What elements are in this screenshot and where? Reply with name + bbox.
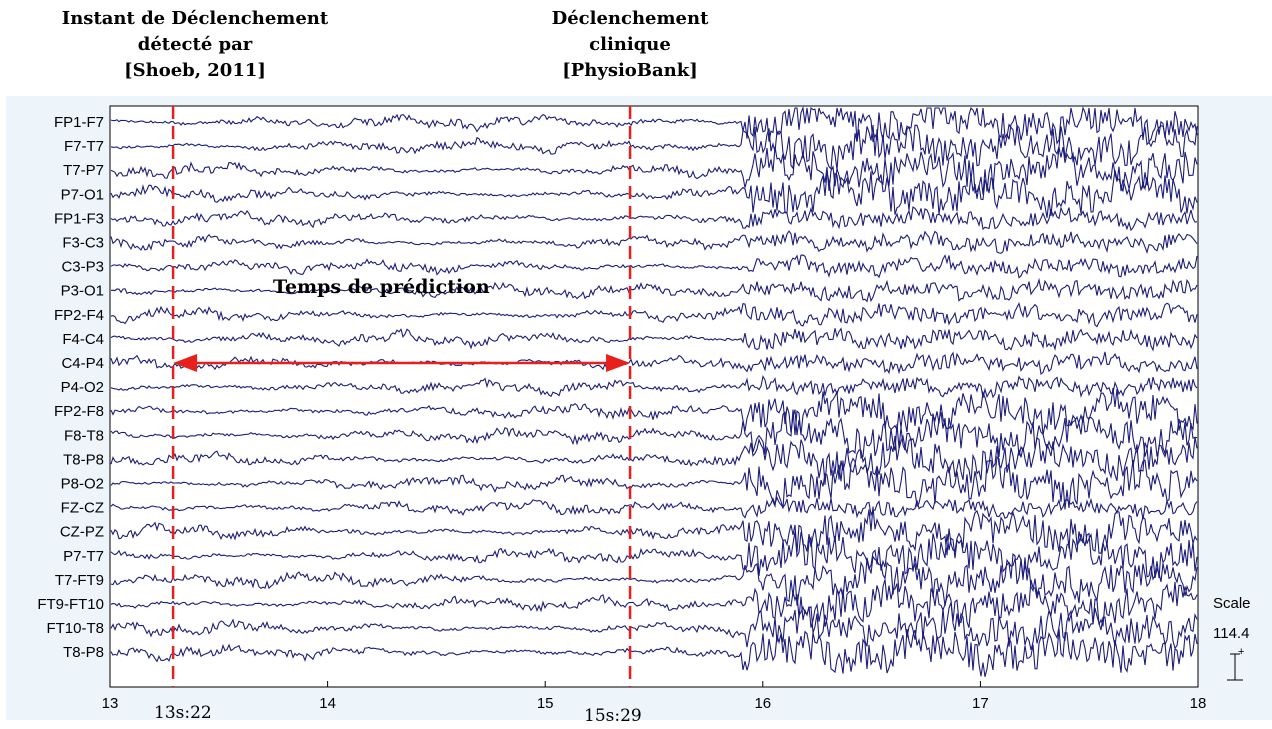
eeg-trace (110, 531, 1198, 581)
x-tick-label: 17 (972, 695, 989, 712)
channel-label: F7-T7 (64, 138, 104, 155)
eeg-trace (110, 254, 1198, 279)
eeg-panel: FP1-F7 F7-T7 T7-P7 P7-O1 FP1-F3 F3-C3 C3-P3 P3-… (6, 96, 1272, 720)
channel-label: F4-C4 (62, 331, 104, 348)
detected-onset-line2: détecté par (137, 34, 253, 55)
eeg-chart: FP1-F7 F7-T7 T7-P7 P7-O1 FP1-F3 F3-C3 C3-P3 P3-… (37, 105, 1251, 712)
eeg-trace (110, 277, 1198, 303)
channel-label: P7-T7 (63, 548, 104, 565)
x-tick-label: 18 (1190, 695, 1207, 712)
channel-labels: FP1-F7 F7-T7 T7-P7 P7-O1 FP1-F3 F3-C3 C3-P3 P3-… (37, 114, 104, 661)
eeg-trace (110, 602, 1198, 651)
detected-onset-annotation: Instant de Déclenchement détecté par [Sh… (30, 6, 360, 84)
eeg-trace (110, 496, 1198, 520)
channel-label: FP2-F4 (54, 307, 104, 324)
channel-label: C3-P3 (61, 259, 104, 276)
channel-label: T7-P7 (63, 162, 104, 179)
channel-label: T8-P8 (63, 644, 104, 661)
x-tick-label: 16 (754, 695, 771, 712)
eeg-trace (110, 456, 1198, 510)
detected-onset-line3: [Shoeb, 2011] (124, 60, 266, 81)
eeg-trace (110, 409, 1198, 460)
eeg-trace (110, 506, 1198, 556)
eeg-trace (110, 206, 1198, 232)
clinical-onset-line2: clinique (589, 34, 671, 55)
eeg-trace (110, 387, 1198, 436)
channel-label: FP1-F3 (54, 210, 104, 227)
channel-label: T8-P8 (63, 451, 104, 468)
svg-text:+: + (1238, 646, 1244, 658)
eeg-trace (110, 434, 1198, 485)
x-tick-label: 13 (102, 695, 119, 712)
channel-label: FP1-F7 (54, 114, 104, 131)
channel-label: P7-O1 (61, 186, 104, 203)
x-tick-label: 15 (537, 695, 554, 712)
channel-label: F8-T8 (64, 427, 104, 444)
onset-markers (171, 106, 632, 687)
clinical-onset-time: 15s:29 (584, 706, 642, 726)
channel-label: C4-P4 (61, 355, 104, 372)
eeg-trace (110, 230, 1198, 255)
channel-label: CZ-PZ (60, 524, 104, 541)
scale-label: Scale (1213, 595, 1251, 612)
channel-label: T7-FT9 (55, 572, 104, 589)
prediction-arrow-head (173, 354, 198, 372)
prediction-arrow-head (606, 354, 631, 372)
prediction-label: Temps de prédiction (273, 276, 490, 298)
scale-value: 114.4 (1213, 625, 1249, 642)
eeg-trace (110, 628, 1198, 677)
channel-label: P3-O1 (61, 283, 104, 300)
channel-label: FT10-T8 (46, 620, 104, 637)
channel-label: P4-O2 (61, 379, 104, 396)
scale-bar-icon: + (1227, 646, 1244, 681)
eeg-trace (110, 552, 1198, 607)
prediction-arrow (173, 354, 631, 372)
detected-onset-time: 13s:22 (154, 703, 212, 723)
channel-label: P8-O2 (61, 476, 104, 493)
channel-label: FT9-FT10 (37, 596, 104, 613)
channel-label: F3-C3 (62, 235, 104, 252)
clinical-onset-line1: Déclenchement (551, 8, 709, 29)
channel-label: FZ-CZ (61, 500, 104, 517)
clinical-onset-line3: [PhysioBank] (562, 60, 698, 81)
eeg-trace (110, 374, 1198, 399)
plot-frame (109, 105, 1199, 688)
x-axis-ticks: 13 14 15 16 17 18 (102, 681, 1207, 712)
clinical-onset-annotation: Déclenchement clinique [PhysioBank] (480, 6, 780, 84)
eeg-trace (110, 146, 1198, 196)
eeg-trace (110, 170, 1198, 218)
eeg-trace (110, 327, 1198, 352)
eeg-trace (110, 301, 1198, 328)
eeg-trace (110, 123, 1198, 171)
x-tick-label: 14 (319, 695, 336, 712)
eeg-trace (110, 105, 1198, 145)
eeg-trace (110, 579, 1198, 628)
channel-label: FP2-F8 (54, 403, 104, 420)
detected-onset-line1: Instant de Déclenchement (61, 8, 329, 29)
